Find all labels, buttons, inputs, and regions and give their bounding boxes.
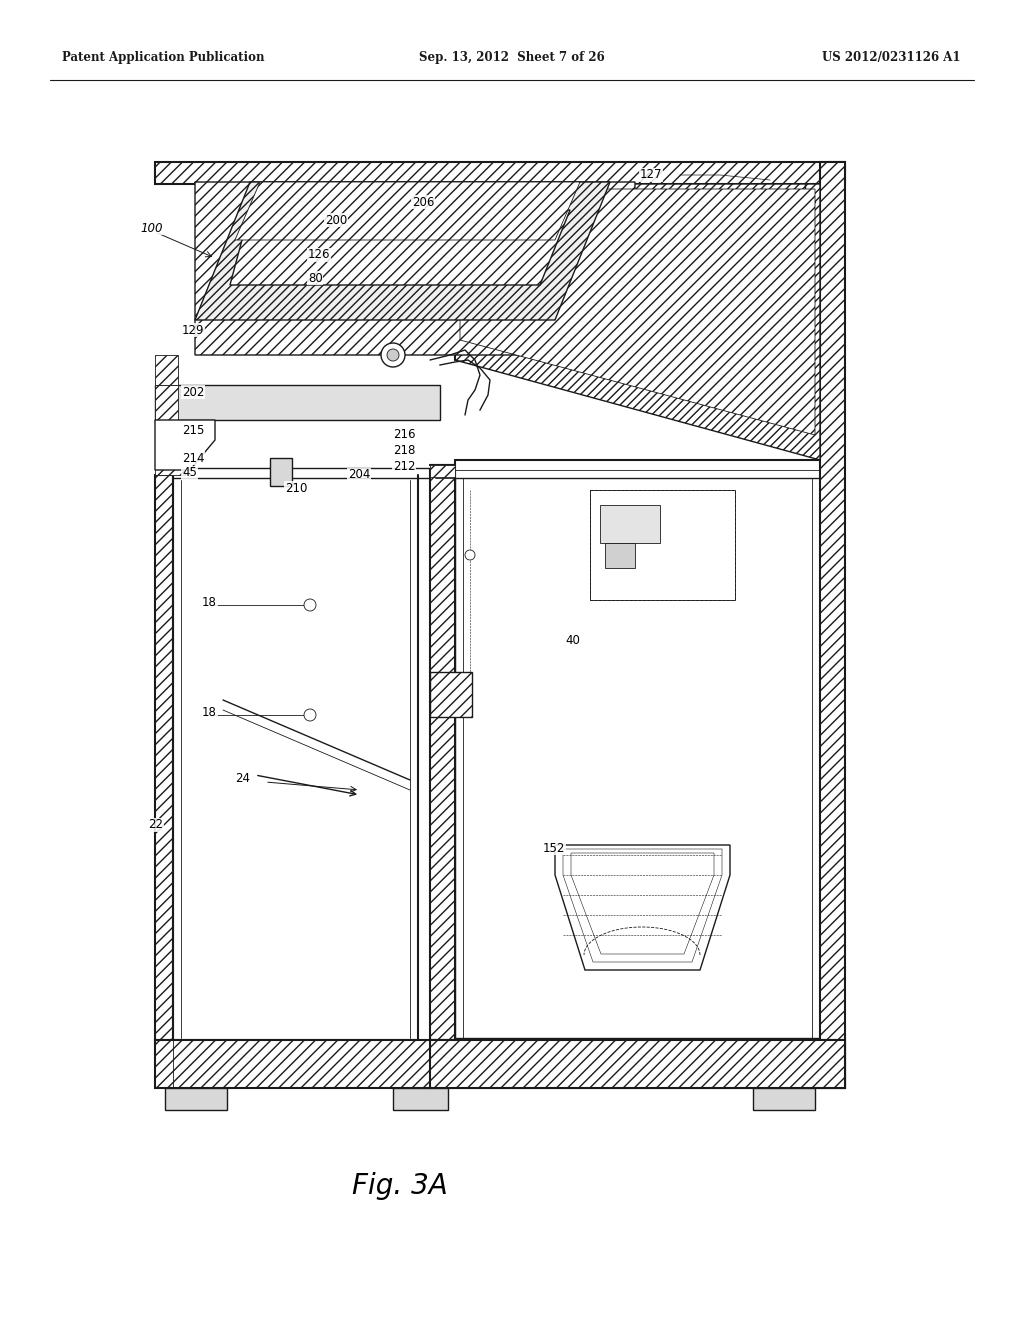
Text: 127: 127 [640,169,663,181]
Text: 210: 210 [285,482,307,495]
Polygon shape [234,182,580,240]
Text: Patent Application Publication: Patent Application Publication [62,51,264,65]
Text: 18: 18 [202,595,217,609]
Text: 216: 216 [393,429,416,441]
Bar [590,490,735,601]
Bar [430,465,455,477]
Text: Fig. 3A: Fig. 3A [352,1172,447,1200]
Polygon shape [455,183,820,459]
Circle shape [387,348,399,360]
Polygon shape [460,189,815,436]
Polygon shape [571,853,714,954]
Circle shape [304,709,316,721]
Polygon shape [155,355,178,385]
Text: 214: 214 [182,451,205,465]
Bar [155,385,440,420]
Text: 100: 100 [140,222,163,235]
Text: 80: 80 [308,272,323,285]
Text: 212: 212 [393,461,416,474]
Text: 40: 40 [565,634,580,647]
Text: US 2012/0231126 A1: US 2012/0231126 A1 [821,51,961,65]
Bar [753,1088,815,1110]
Circle shape [304,599,316,611]
Circle shape [465,550,475,560]
Bar [820,162,845,1088]
Text: Sep. 13, 2012  Sheet 7 of 26: Sep. 13, 2012 Sheet 7 of 26 [419,51,605,65]
Bar [430,1040,845,1088]
Bar [605,543,635,568]
Text: 206: 206 [412,195,434,209]
Text: 18: 18 [202,705,217,718]
Bar [155,420,185,475]
Polygon shape [563,849,722,962]
Bar [165,1088,227,1110]
Bar [430,672,472,717]
Bar [430,470,455,1040]
Text: 200: 200 [325,214,347,227]
Polygon shape [155,420,215,470]
Bar [155,475,173,1040]
Polygon shape [195,182,635,355]
Text: 24: 24 [234,771,250,784]
Polygon shape [230,210,570,285]
Bar [155,162,845,183]
Text: 45: 45 [182,466,197,479]
Text: 202: 202 [182,385,205,399]
Text: 152: 152 [543,842,565,854]
Polygon shape [195,182,610,319]
Text: 204: 204 [348,469,371,482]
Bar [393,1088,449,1110]
Bar [270,458,292,486]
Bar [155,385,178,420]
Text: 218: 218 [393,445,416,458]
Bar [155,1040,845,1088]
Text: 22: 22 [148,818,163,832]
Bar [600,506,660,543]
Text: 126: 126 [308,248,331,261]
Polygon shape [555,845,730,970]
Text: 129: 129 [182,323,205,337]
Bar [455,478,820,1038]
Circle shape [381,343,406,367]
Text: 215: 215 [182,424,205,437]
Bar [590,490,735,601]
